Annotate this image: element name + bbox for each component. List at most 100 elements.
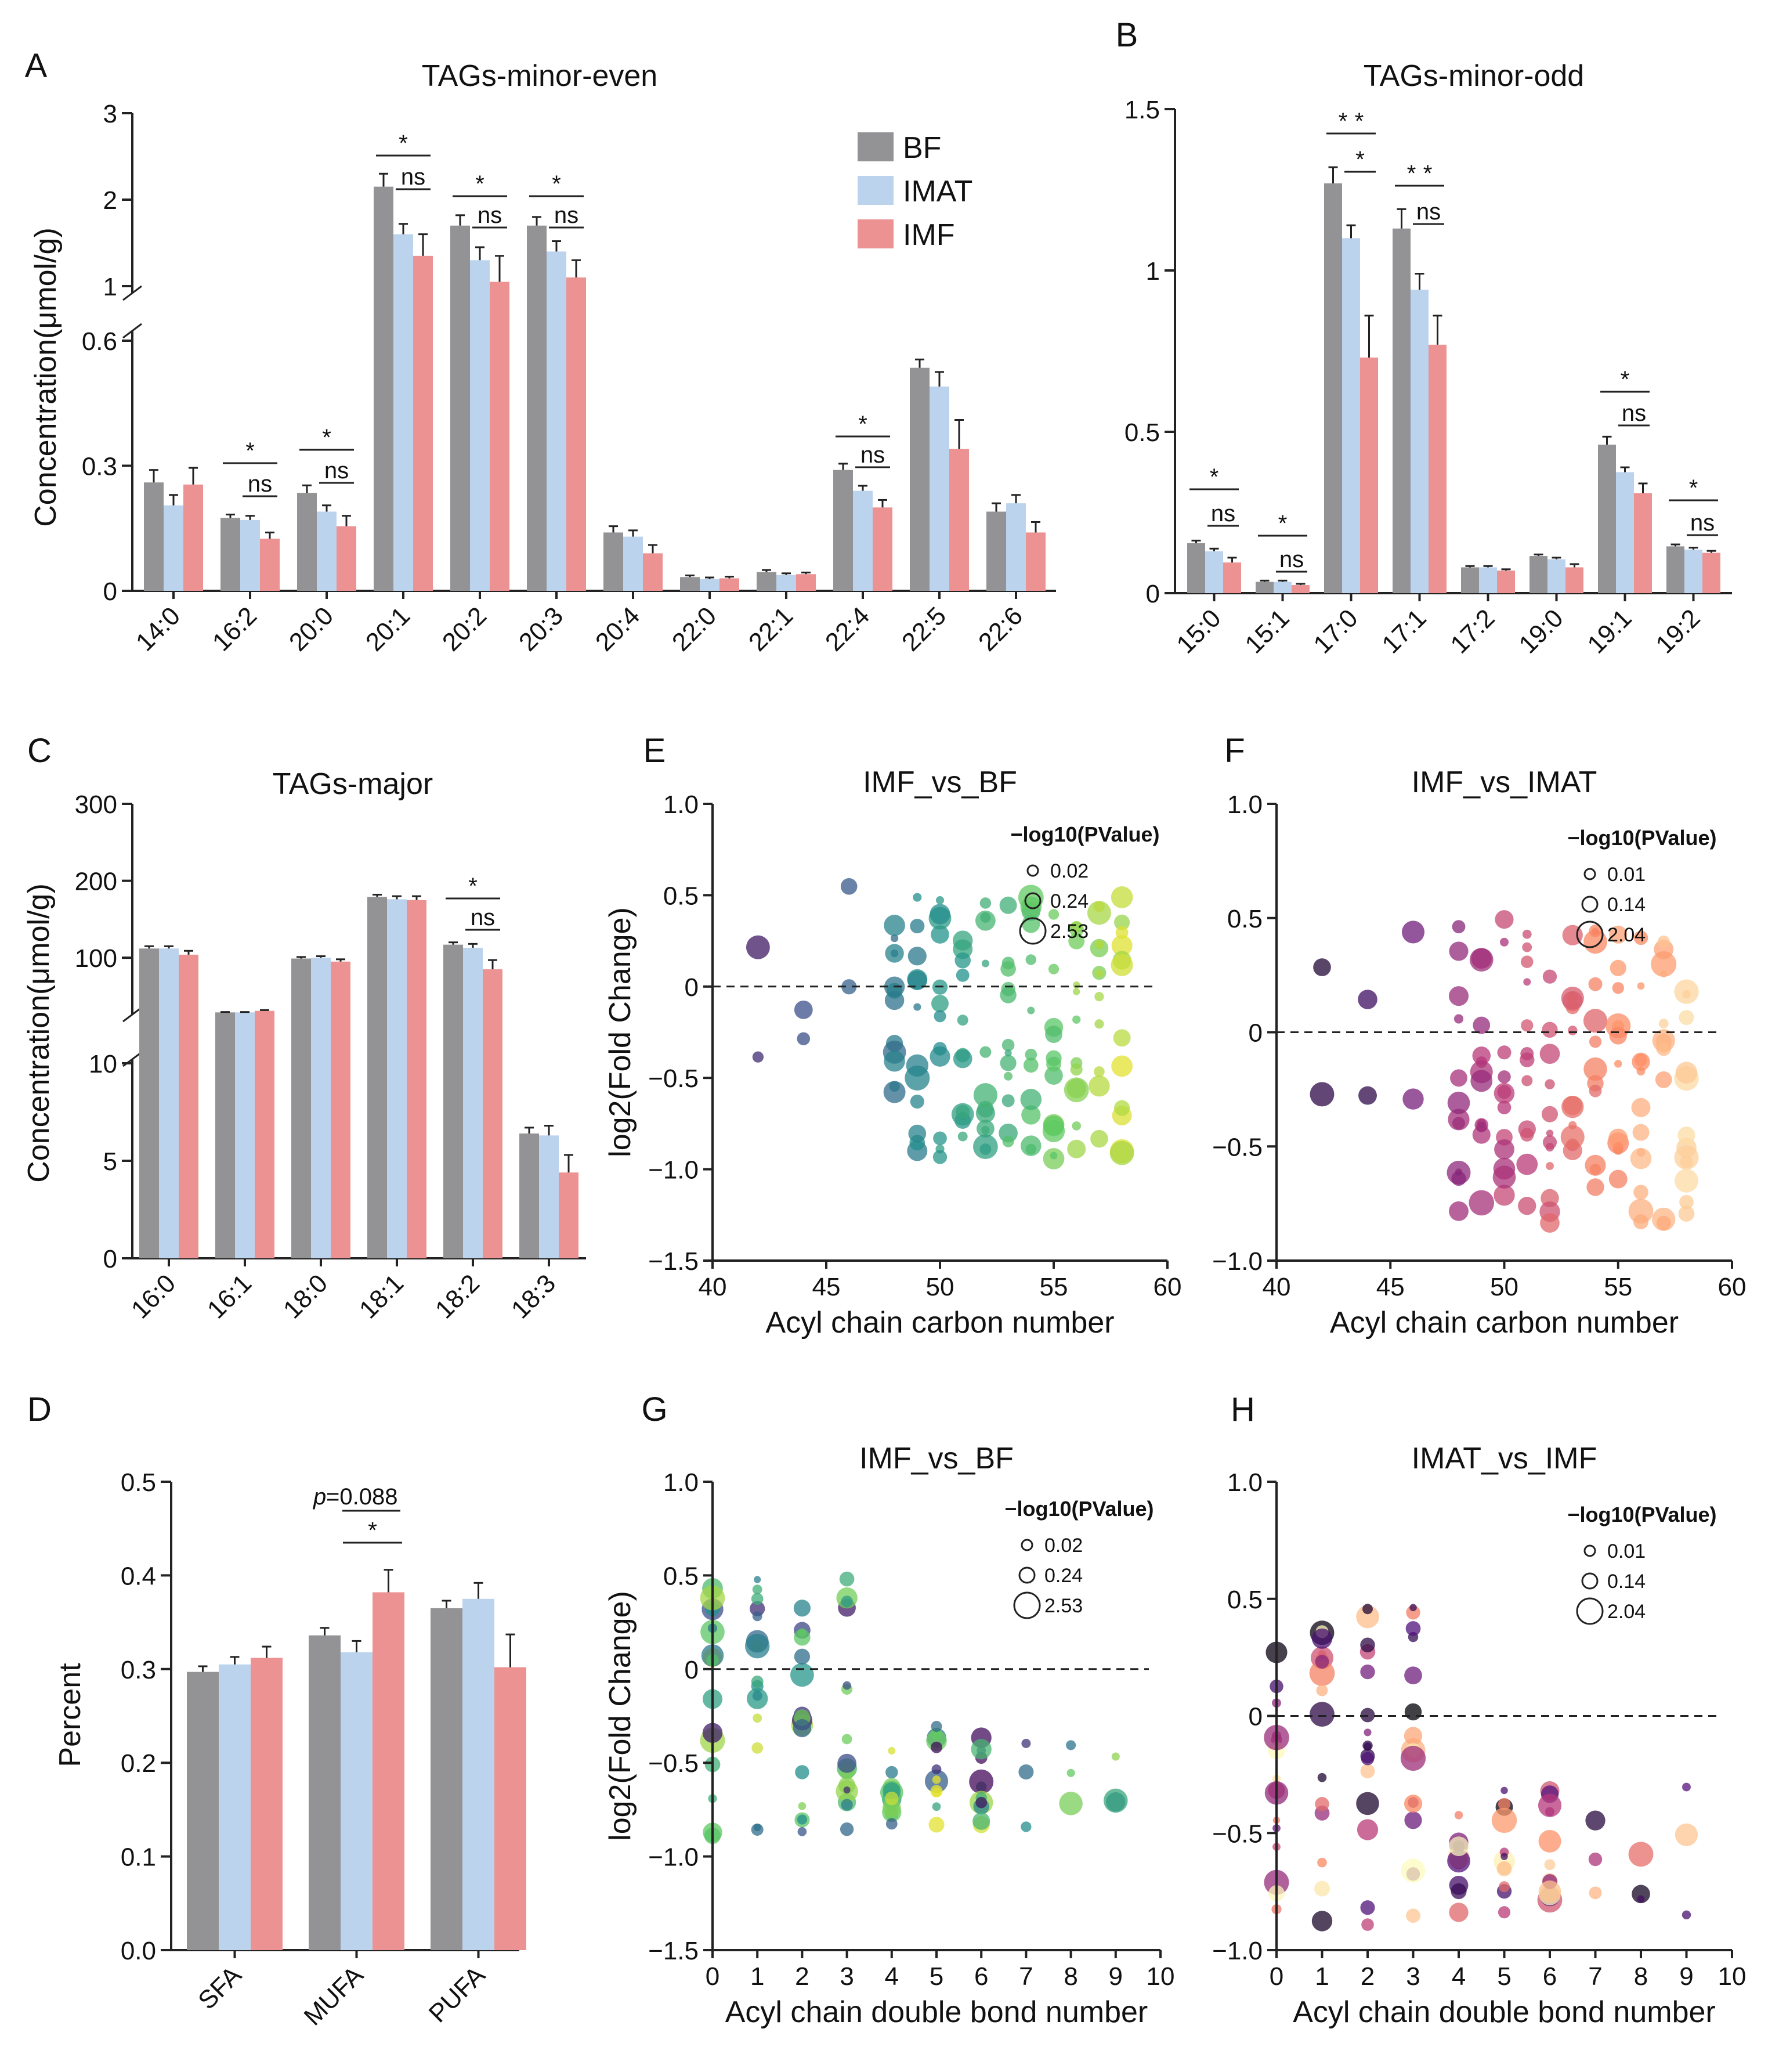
data-point bbox=[1451, 1171, 1466, 1186]
data-point bbox=[1651, 951, 1677, 977]
bar-imat bbox=[539, 1135, 559, 1258]
data-point bbox=[1589, 924, 1602, 937]
chart-title: IMF_vs_IMAT bbox=[1412, 766, 1597, 799]
data-point bbox=[930, 904, 950, 925]
data-point bbox=[956, 1104, 970, 1119]
y-tick-label: −0.5 bbox=[1212, 1820, 1263, 1848]
data-point bbox=[1631, 1098, 1651, 1117]
data-point bbox=[1589, 1886, 1602, 1900]
data-point bbox=[1655, 1071, 1672, 1088]
data-point bbox=[1560, 1125, 1585, 1149]
x-tick-label: 16:2 bbox=[207, 601, 262, 656]
data-point bbox=[1089, 1075, 1110, 1097]
chart-title: IMF_vs_BF bbox=[863, 766, 1017, 799]
data-point bbox=[1632, 1124, 1650, 1141]
data-point bbox=[1111, 1055, 1133, 1077]
bar-imat bbox=[164, 505, 183, 591]
data-point bbox=[754, 1576, 761, 1583]
data-point bbox=[797, 1814, 807, 1825]
y-tick-label: 0.0 bbox=[121, 1937, 156, 1965]
bar-imat bbox=[623, 536, 643, 591]
data-point bbox=[1310, 1082, 1335, 1107]
x-tick-label: 22:5 bbox=[896, 601, 952, 656]
data-point bbox=[1402, 1088, 1424, 1110]
x-tick-label: 22:0 bbox=[667, 601, 722, 656]
data-point bbox=[841, 1799, 853, 1811]
data-point bbox=[1451, 1883, 1467, 1900]
bar-imf bbox=[255, 1010, 274, 1258]
data-point bbox=[1068, 933, 1085, 950]
data-point bbox=[1048, 963, 1060, 974]
data-point bbox=[1538, 1793, 1562, 1817]
size-legend-marker bbox=[1021, 1539, 1033, 1551]
bar-bf bbox=[910, 367, 930, 591]
y-tick-label: 1.5 bbox=[1124, 96, 1160, 124]
bar-imat bbox=[1479, 567, 1497, 593]
data-point bbox=[1521, 1019, 1534, 1032]
data-point bbox=[977, 1120, 995, 1138]
data-point bbox=[1093, 901, 1105, 912]
x-tick-label: 19:2 bbox=[1650, 604, 1705, 659]
data-point bbox=[1610, 959, 1626, 976]
data-point bbox=[973, 1134, 998, 1160]
data-point bbox=[934, 1010, 946, 1023]
data-point bbox=[1476, 1121, 1487, 1133]
scatter-panel bbox=[746, 878, 1134, 1169]
bar-bf bbox=[1393, 228, 1411, 594]
data-point bbox=[751, 1823, 764, 1836]
data-point bbox=[1073, 988, 1080, 995]
data-point bbox=[1542, 969, 1557, 984]
data-point bbox=[1679, 1194, 1694, 1210]
bar-bf bbox=[519, 1133, 539, 1258]
bar-imat bbox=[1205, 551, 1223, 593]
bar-bf bbox=[1529, 556, 1547, 593]
x-tick-label: 9 bbox=[1109, 1962, 1123, 1991]
data-point bbox=[1495, 910, 1514, 929]
x-tick-label: 19:0 bbox=[1513, 604, 1568, 659]
bar-imf bbox=[1497, 571, 1515, 593]
data-point bbox=[1563, 1096, 1582, 1116]
size-legend-value: 0.14 bbox=[1607, 1571, 1646, 1593]
bar-imf bbox=[407, 900, 426, 1258]
data-point bbox=[931, 1721, 942, 1732]
bar-imf bbox=[719, 578, 739, 591]
y-axis-title: log2(Fold Change) bbox=[603, 907, 637, 1157]
x-tick-label: 50 bbox=[926, 1273, 954, 1301]
bar-bf bbox=[833, 470, 853, 591]
bar-imat bbox=[240, 519, 260, 591]
bar-imat bbox=[159, 948, 179, 1258]
axis-break-mark bbox=[122, 285, 142, 301]
bar-bf bbox=[431, 1608, 462, 1950]
data-point bbox=[953, 1049, 972, 1069]
x-tick-label: 8 bbox=[1634, 1962, 1648, 1991]
data-point bbox=[1492, 1165, 1516, 1189]
y-tick-label: 100 bbox=[75, 944, 117, 973]
data-point bbox=[1454, 1811, 1463, 1820]
data-point bbox=[1113, 1100, 1130, 1116]
data-point bbox=[907, 970, 927, 991]
y-tick-label: −1.5 bbox=[648, 1247, 699, 1276]
y-tick-label: 0 bbox=[1249, 1019, 1263, 1048]
data-point bbox=[841, 1734, 852, 1745]
bar-bf bbox=[374, 186, 393, 591]
data-point bbox=[999, 1123, 1018, 1143]
bar-imat bbox=[387, 899, 407, 1258]
y-tick-label: 0.5 bbox=[121, 1468, 156, 1497]
data-point bbox=[751, 1675, 764, 1688]
x-tick-label: 0 bbox=[1270, 1962, 1283, 1991]
data-point bbox=[1401, 921, 1425, 944]
axis-break-mark bbox=[122, 1006, 142, 1023]
data-point bbox=[1449, 941, 1469, 961]
data-point bbox=[1679, 1010, 1694, 1026]
data-point bbox=[1522, 942, 1532, 952]
data-point bbox=[913, 893, 922, 902]
data-point bbox=[885, 1766, 898, 1779]
x-axis-title: Acyl chain carbon number bbox=[1330, 1306, 1679, 1340]
data-point bbox=[884, 1051, 905, 1072]
data-point bbox=[1315, 1655, 1329, 1669]
data-point bbox=[1612, 982, 1624, 994]
data-point bbox=[1059, 1792, 1083, 1815]
data-point bbox=[885, 1791, 899, 1806]
data-point bbox=[1000, 987, 1017, 1003]
bar-imat bbox=[1684, 549, 1702, 593]
